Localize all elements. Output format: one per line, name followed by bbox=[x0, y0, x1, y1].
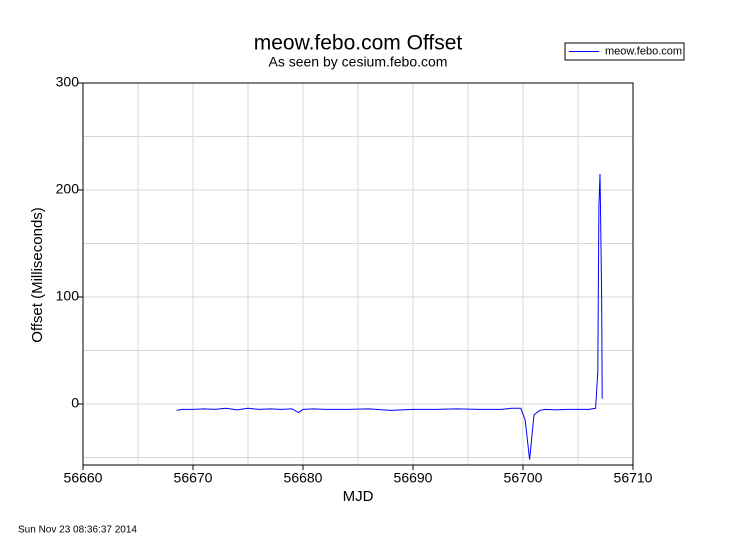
x-tick-label: 56680 bbox=[284, 470, 323, 486]
x-axis-label: MJD bbox=[343, 488, 374, 505]
legend-label: meow.febo.com bbox=[605, 45, 682, 57]
legend: meow.febo.com bbox=[564, 42, 685, 61]
y-tick-label: 200 bbox=[56, 181, 80, 197]
plot-frame bbox=[82, 82, 634, 466]
x-tick-label: 56690 bbox=[394, 470, 433, 486]
x-tick-label: 56710 bbox=[614, 470, 653, 486]
chart-subtitle: As seen by cesium.febo.com bbox=[269, 54, 448, 70]
data-line bbox=[176, 173, 603, 460]
x-tick-label: 56660 bbox=[64, 470, 103, 486]
legend-box bbox=[564, 42, 685, 61]
y-tick-label: 100 bbox=[56, 288, 80, 304]
chart-title: meow.febo.com Offset bbox=[254, 32, 463, 55]
y-tick-label: 300 bbox=[56, 74, 80, 90]
y-tick-label: 0 bbox=[71, 395, 79, 411]
timestamp: Sun Nov 23 08:36:37 2014 bbox=[18, 525, 137, 536]
y-axis-label: Offset (Milliseconds) bbox=[29, 207, 46, 343]
grid bbox=[82, 82, 634, 465]
x-tick-label: 56700 bbox=[504, 470, 543, 486]
x-tick-label: 56670 bbox=[174, 470, 213, 486]
